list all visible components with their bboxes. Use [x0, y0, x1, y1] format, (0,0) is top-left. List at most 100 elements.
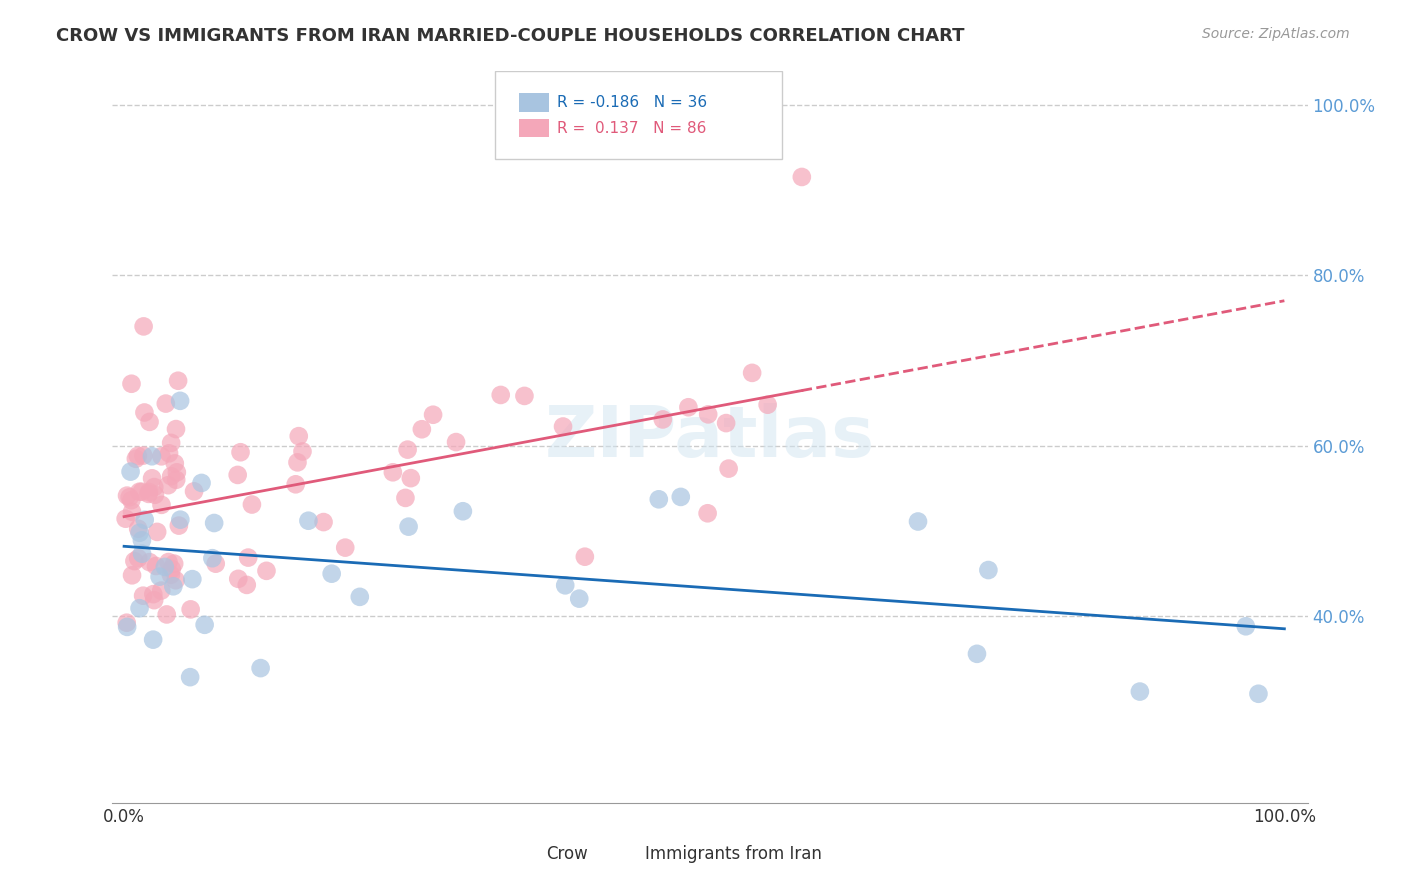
Immigrants from Iran — [489, 388, 512, 402]
Immigrants from Iran — [226, 572, 249, 586]
Immigrants from Iran — [115, 489, 138, 503]
Immigrants from Iran — [127, 551, 149, 566]
Immigrants from Iran — [256, 564, 278, 578]
Immigrants from Iran — [157, 478, 180, 492]
Immigrants from Iran — [229, 445, 252, 459]
Immigrants from Iran — [335, 541, 357, 555]
Immigrants from Iran — [714, 416, 737, 430]
Immigrants from Iran — [160, 562, 183, 576]
Immigrants from Iran — [180, 602, 202, 616]
Immigrants from Iran — [157, 555, 180, 569]
Immigrants from Iran — [134, 405, 156, 419]
Crow — [153, 560, 176, 574]
Text: Crow: Crow — [546, 845, 588, 863]
Immigrants from Iran — [120, 493, 142, 508]
Immigrants from Iran — [138, 485, 160, 500]
Text: ZIPatlas: ZIPatlas — [546, 402, 875, 472]
Crow — [966, 647, 988, 661]
Immigrants from Iran — [790, 169, 813, 184]
Crow — [169, 513, 191, 527]
Immigrants from Iran — [238, 550, 260, 565]
Immigrants from Iran — [163, 456, 186, 470]
Crow — [349, 590, 371, 604]
Text: R =  0.137   N = 86: R = 0.137 N = 86 — [557, 120, 706, 136]
Crow — [131, 533, 153, 548]
Immigrants from Iran — [121, 568, 143, 582]
Immigrants from Iran — [150, 583, 173, 598]
Immigrants from Iran — [396, 442, 419, 457]
Immigrants from Iran — [150, 498, 173, 512]
Immigrants from Iran — [236, 578, 259, 592]
Immigrants from Iran — [155, 396, 177, 410]
Crow — [201, 551, 224, 566]
Immigrants from Iran — [142, 587, 165, 601]
Immigrants from Iran — [156, 607, 179, 622]
Crow — [648, 492, 671, 507]
Immigrants from Iran — [143, 480, 166, 494]
Crow — [128, 525, 150, 540]
Immigrants from Iran — [157, 446, 180, 460]
Crow — [141, 449, 163, 463]
Crow — [179, 670, 201, 684]
Immigrants from Iran — [411, 422, 433, 436]
Immigrants from Iran — [115, 615, 138, 630]
Crow — [120, 465, 142, 479]
Crow — [190, 475, 212, 490]
Crow — [669, 490, 692, 504]
Crow — [554, 578, 576, 592]
FancyBboxPatch shape — [495, 71, 782, 159]
Immigrants from Iran — [444, 435, 467, 450]
Crow — [1247, 687, 1270, 701]
Immigrants from Iran — [287, 455, 309, 469]
Immigrants from Iran — [163, 557, 186, 571]
Immigrants from Iran — [132, 319, 155, 334]
Immigrants from Iran — [128, 484, 150, 499]
Crow — [194, 617, 217, 632]
Immigrants from Iran — [678, 401, 700, 415]
FancyBboxPatch shape — [519, 94, 548, 112]
Crow — [1129, 684, 1152, 698]
Immigrants from Iran — [131, 484, 153, 499]
Immigrants from Iran — [741, 366, 763, 380]
Immigrants from Iran — [291, 444, 314, 458]
Immigrants from Iran — [551, 419, 574, 434]
Crow — [568, 591, 591, 606]
Immigrants from Iran — [143, 488, 166, 502]
Immigrants from Iran — [160, 469, 183, 483]
Immigrants from Iran — [165, 422, 187, 436]
Immigrants from Iran — [146, 524, 169, 539]
Immigrants from Iran — [125, 451, 148, 466]
Immigrants from Iran — [399, 471, 422, 485]
Crow — [131, 547, 153, 561]
Immigrants from Iran — [226, 467, 249, 482]
FancyBboxPatch shape — [519, 119, 548, 137]
Immigrants from Iran — [143, 593, 166, 607]
Immigrants from Iran — [717, 461, 740, 475]
Immigrants from Iran — [697, 408, 720, 422]
Crow — [142, 632, 165, 647]
Immigrants from Iran — [118, 490, 141, 504]
Immigrants from Iran — [183, 484, 205, 499]
Immigrants from Iran — [127, 449, 149, 463]
Immigrants from Iran — [312, 515, 335, 529]
Immigrants from Iran — [204, 557, 226, 571]
Text: Source: ZipAtlas.com: Source: ZipAtlas.com — [1202, 27, 1350, 41]
Immigrants from Iran — [165, 473, 187, 487]
Immigrants from Iran — [150, 450, 173, 464]
Immigrants from Iran — [756, 398, 779, 412]
Text: CROW VS IMMIGRANTS FROM IRAN MARRIED-COUPLE HOUSEHOLDS CORRELATION CHART: CROW VS IMMIGRANTS FROM IRAN MARRIED-COU… — [56, 27, 965, 45]
Immigrants from Iran — [114, 512, 136, 526]
Immigrants from Iran — [138, 487, 160, 501]
Crow — [451, 504, 474, 518]
Immigrants from Iran — [141, 471, 163, 485]
Immigrants from Iran — [513, 389, 536, 403]
Crow — [398, 519, 420, 533]
Immigrants from Iran — [160, 567, 183, 582]
Text: Immigrants from Iran: Immigrants from Iran — [645, 845, 823, 863]
Crow — [249, 661, 271, 675]
Immigrants from Iran — [138, 555, 160, 569]
Immigrants from Iran — [121, 505, 143, 519]
Immigrants from Iran — [381, 465, 404, 479]
Immigrants from Iran — [422, 408, 444, 422]
Immigrants from Iran — [696, 506, 718, 520]
